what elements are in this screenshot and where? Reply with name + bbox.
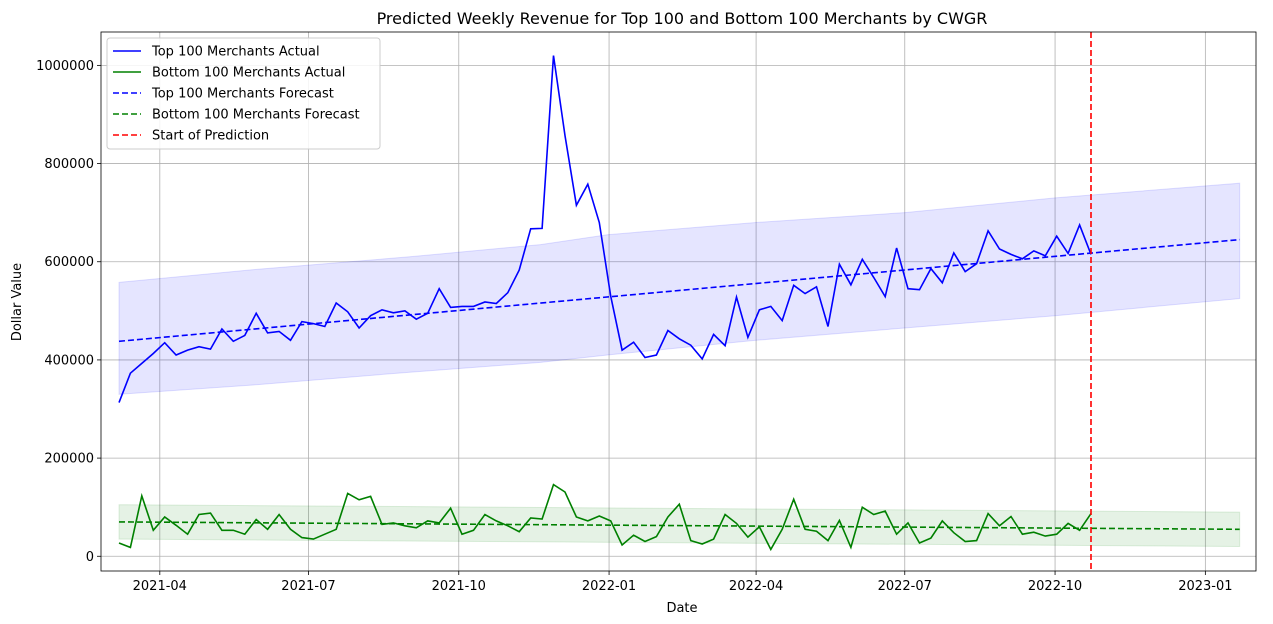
y-axis-ticks: 0 200000 400000 600000 800000 1000000	[36, 59, 101, 565]
y-tick-label: 0	[86, 550, 94, 565]
y-tick-label: 600000	[44, 255, 94, 270]
x-tick-label: 2021-07	[281, 579, 335, 594]
legend-label: Top 100 Merchants Actual	[151, 45, 320, 60]
forecast-line	[118, 521, 1240, 531]
x-tick-label: 2021-10	[432, 579, 486, 594]
x-tick-label: 2022-07	[878, 579, 932, 594]
plot-frame	[100, 31, 1257, 572]
x-tick-label: 2022-10	[1028, 579, 1082, 594]
legend-label: Bottom 100 Merchants Actual	[152, 66, 345, 81]
x-axis-title: Date	[666, 601, 697, 616]
chart-title: Predicted Weekly Revenue for Top 100 and…	[377, 9, 988, 28]
x-tick-label: 2022-04	[729, 579, 783, 594]
forecast-line	[118, 238, 1240, 343]
series-line	[118, 483, 1092, 552]
series-line	[118, 55, 1092, 403]
confidence-band	[118, 182, 1241, 395]
y-tick-label: 1000000	[36, 59, 94, 74]
x-axis-ticks: 2021-04 2021-07 2021-10 2022-01 2022-04 2022-…	[133, 571, 1233, 594]
x-tick-label: 2021-04	[133, 579, 187, 594]
plot-area	[100, 31, 1257, 572]
legend: Top 100 Merchants Actual Bottom 100 Merch…	[106, 37, 381, 150]
y-axis-title: Dollar Value	[10, 263, 25, 341]
y-tick-label: 200000	[44, 452, 94, 467]
legend-label: Bottom 100 Merchants Forecast	[152, 108, 360, 123]
legend-box	[106, 37, 381, 150]
series-lines	[118, 32, 1240, 571]
legend-label: Top 100 Merchants Forecast	[151, 87, 334, 102]
legend-label: Start of Prediction	[152, 129, 269, 144]
x-tick-label: 2023-01	[1178, 579, 1232, 594]
x-tick-label: 2022-01	[582, 579, 636, 594]
grid	[101, 32, 1256, 571]
y-tick-label: 800000	[44, 157, 94, 172]
y-tick-label: 400000	[44, 353, 94, 368]
